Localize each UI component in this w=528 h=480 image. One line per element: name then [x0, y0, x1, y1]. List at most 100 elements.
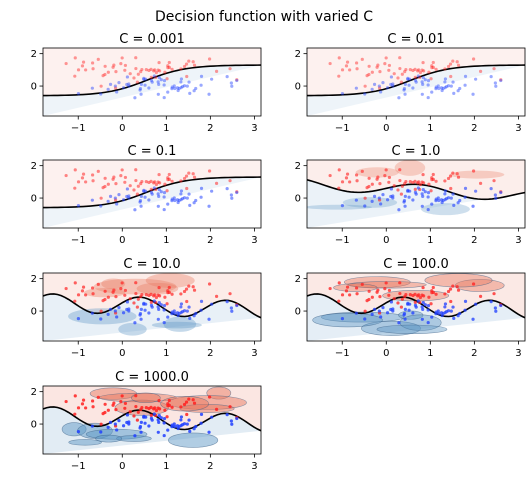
contour-blue	[61, 422, 87, 437]
x-tick-label: −1	[335, 235, 350, 246]
point-blue	[106, 425, 110, 429]
point-blue	[207, 204, 211, 208]
point-blue	[372, 194, 377, 198]
region-red-class	[307, 160, 525, 200]
point-red	[431, 290, 436, 295]
point-red	[418, 75, 422, 80]
point-blue	[125, 82, 129, 87]
point-blue	[235, 416, 239, 421]
point-blue	[471, 317, 475, 321]
point-blue	[471, 204, 475, 208]
point-red	[383, 62, 387, 66]
contour-red	[355, 167, 399, 178]
point-red	[398, 281, 402, 285]
y-tick-label: 0	[31, 194, 37, 205]
point-red	[456, 175, 461, 179]
point-blue	[117, 193, 121, 197]
point-blue	[370, 199, 374, 203]
point-blue	[420, 80, 424, 84]
point-blue	[499, 190, 503, 195]
point-red	[214, 69, 219, 73]
point-red	[228, 405, 232, 409]
point-blue	[121, 198, 126, 202]
point-blue	[176, 426, 180, 431]
point-red	[163, 70, 167, 74]
point-blue	[471, 92, 475, 96]
point-red	[422, 181, 426, 185]
point-red	[337, 281, 341, 285]
point-blue	[456, 201, 460, 205]
point-blue	[175, 311, 180, 315]
point-blue	[162, 79, 167, 83]
point-red	[140, 67, 144, 72]
point-blue	[121, 86, 126, 90]
point-blue	[391, 82, 395, 86]
contour-blue	[168, 432, 219, 448]
point-blue	[194, 86, 198, 91]
point-blue	[494, 84, 498, 88]
point-blue	[229, 193, 233, 197]
y-tick-label: 0	[31, 307, 37, 318]
point-red	[167, 60, 171, 65]
point-red	[398, 56, 402, 60]
contour-red	[145, 273, 195, 288]
point-red	[91, 67, 95, 71]
region-red-class	[307, 48, 525, 96]
point-red	[207, 57, 212, 61]
point-blue	[157, 194, 161, 198]
point-red	[134, 66, 138, 71]
point-red	[101, 74, 105, 78]
point-red	[90, 173, 95, 177]
point-blue	[230, 309, 234, 313]
point-red	[187, 284, 191, 288]
point-red	[471, 282, 476, 286]
point-blue	[363, 317, 367, 321]
point-blue	[147, 311, 151, 315]
point-red	[103, 72, 107, 77]
point-blue	[426, 207, 430, 212]
point-blue	[173, 424, 177, 429]
point-blue	[188, 91, 192, 95]
point-red	[139, 408, 143, 412]
point-red	[167, 403, 172, 408]
point-blue	[403, 317, 407, 321]
point-blue	[176, 200, 180, 205]
point-blue	[149, 190, 154, 194]
point-red	[400, 184, 404, 188]
point-red	[134, 281, 138, 285]
point-red	[411, 68, 415, 73]
point-blue	[199, 83, 203, 87]
x-tick-label: −1	[71, 123, 86, 134]
point-red	[106, 295, 110, 299]
point-blue	[391, 196, 395, 200]
point-red	[165, 415, 169, 419]
contour-blue	[342, 197, 398, 208]
point-red	[166, 66, 170, 70]
point-blue	[407, 83, 411, 87]
contour-red	[394, 160, 426, 176]
point-blue	[430, 90, 434, 94]
point-red	[128, 297, 132, 301]
point-red	[111, 403, 115, 407]
point-red	[478, 294, 483, 298]
point-red	[73, 168, 77, 172]
decision-boundary	[43, 293, 261, 319]
point-red	[214, 294, 219, 298]
point-blue	[142, 302, 146, 306]
point-red	[367, 297, 371, 302]
point-red	[158, 407, 162, 411]
point-blue	[426, 95, 430, 100]
region-blue-class	[307, 179, 525, 228]
point-blue	[413, 190, 418, 194]
point-red	[80, 289, 85, 293]
point-red	[387, 293, 391, 297]
point-blue	[185, 196, 189, 200]
point-red	[76, 406, 81, 410]
point-blue	[139, 92, 143, 96]
point-red	[163, 295, 167, 299]
point-red	[431, 65, 436, 70]
point-blue	[449, 84, 453, 88]
point-red	[91, 405, 95, 409]
axes-frame	[42, 47, 262, 117]
point-red	[99, 309, 103, 313]
